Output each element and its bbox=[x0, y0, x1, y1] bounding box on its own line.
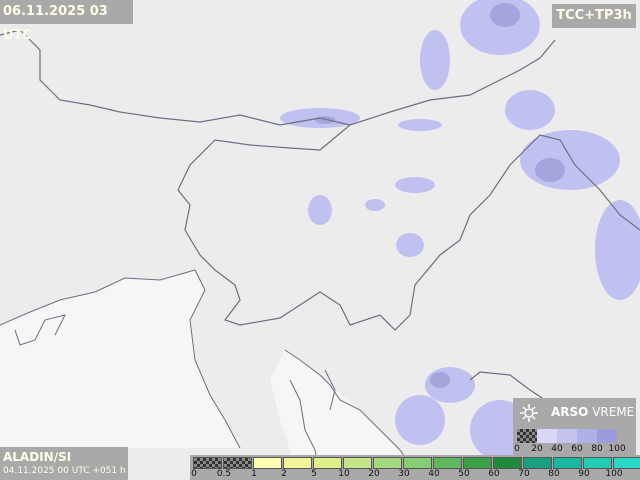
precip-swatch bbox=[493, 457, 522, 469]
precip-swatch bbox=[193, 457, 222, 469]
brand-icon bbox=[520, 404, 538, 422]
precip-label: 50 bbox=[458, 469, 470, 479]
precip-swatch bbox=[253, 457, 282, 469]
precip-swatch bbox=[463, 457, 492, 469]
precip-swatch bbox=[553, 457, 582, 469]
model-name: ALADIN/SI bbox=[3, 450, 72, 464]
precip-label: 90 bbox=[578, 469, 590, 479]
precip-label: 2 bbox=[281, 469, 287, 479]
product-box: TCC+TP3h bbox=[552, 4, 636, 28]
precip-label: 5 bbox=[311, 469, 317, 479]
precip-label: 60 bbox=[488, 469, 500, 479]
precip-swatch bbox=[373, 457, 402, 469]
precip-swatch bbox=[223, 457, 252, 469]
brand-name: ARSO bbox=[551, 405, 589, 419]
sea bbox=[270, 350, 420, 480]
product: TCC+TP3h bbox=[556, 8, 632, 23]
precip-swatch bbox=[523, 457, 552, 469]
cloud-label: 100 bbox=[608, 444, 626, 454]
valid-time: 06.11.2025 03 UTC bbox=[3, 4, 108, 43]
precip-swatch bbox=[343, 457, 372, 469]
precip-label: 1 bbox=[251, 469, 257, 479]
precip-label: 40 bbox=[428, 469, 440, 479]
precip-swatch bbox=[313, 457, 342, 469]
model-run: 04.11.2025 00 UTC +051 h bbox=[3, 466, 126, 476]
sea bbox=[0, 270, 240, 448]
cloud-label: 60 bbox=[571, 444, 583, 454]
precip-swatch bbox=[433, 457, 462, 469]
valid-time-box: 06.11.2025 03 UTC bbox=[0, 0, 133, 43]
model-box: ALADIN/SI 04.11.2025 00 UTC +051 h bbox=[0, 447, 128, 480]
cloud-label: 80 bbox=[591, 444, 603, 454]
cloud-swatch bbox=[517, 429, 537, 443]
precip-swatch bbox=[283, 457, 312, 469]
precip-label: 80 bbox=[548, 469, 560, 479]
precip-label: 0 bbox=[191, 469, 197, 479]
precip-label: 20 bbox=[368, 469, 380, 479]
cloud-swatch bbox=[557, 429, 577, 443]
precip-swatch bbox=[583, 457, 612, 469]
precip-label: 10 bbox=[338, 469, 350, 479]
brand-box: ARSO VREME bbox=[513, 398, 636, 456]
cloud-swatch bbox=[577, 429, 597, 443]
borders bbox=[0, 29, 640, 401]
cloud-label: 20 bbox=[531, 444, 543, 454]
precip-label: 70 bbox=[518, 469, 530, 479]
cloud-swatch bbox=[597, 429, 617, 443]
precip-label: 30 bbox=[398, 469, 410, 479]
precip-swatch bbox=[613, 457, 640, 469]
cloud-label: 40 bbox=[551, 444, 563, 454]
precip-label: 0.5 bbox=[216, 469, 232, 479]
brand-suffix: VREME bbox=[592, 405, 635, 419]
precip-swatch bbox=[403, 457, 432, 469]
cloud-label: 0 bbox=[514, 444, 520, 454]
brand: ARSO VREME bbox=[551, 405, 634, 419]
precip-label: 100 bbox=[605, 469, 623, 479]
cloud-swatch bbox=[537, 429, 557, 443]
